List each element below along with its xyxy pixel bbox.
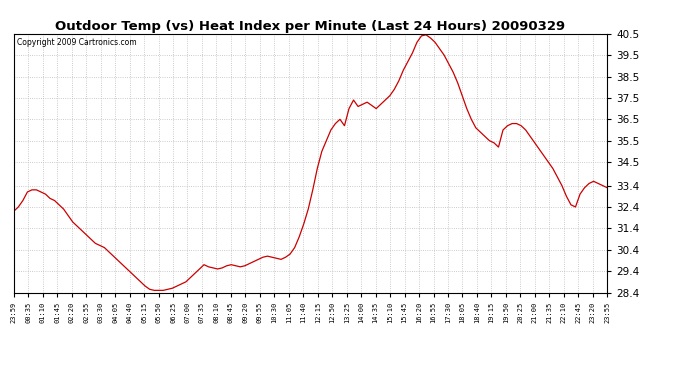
Title: Outdoor Temp (vs) Heat Index per Minute (Last 24 Hours) 20090329: Outdoor Temp (vs) Heat Index per Minute … [55, 20, 566, 33]
Text: Copyright 2009 Cartronics.com: Copyright 2009 Cartronics.com [17, 38, 137, 46]
